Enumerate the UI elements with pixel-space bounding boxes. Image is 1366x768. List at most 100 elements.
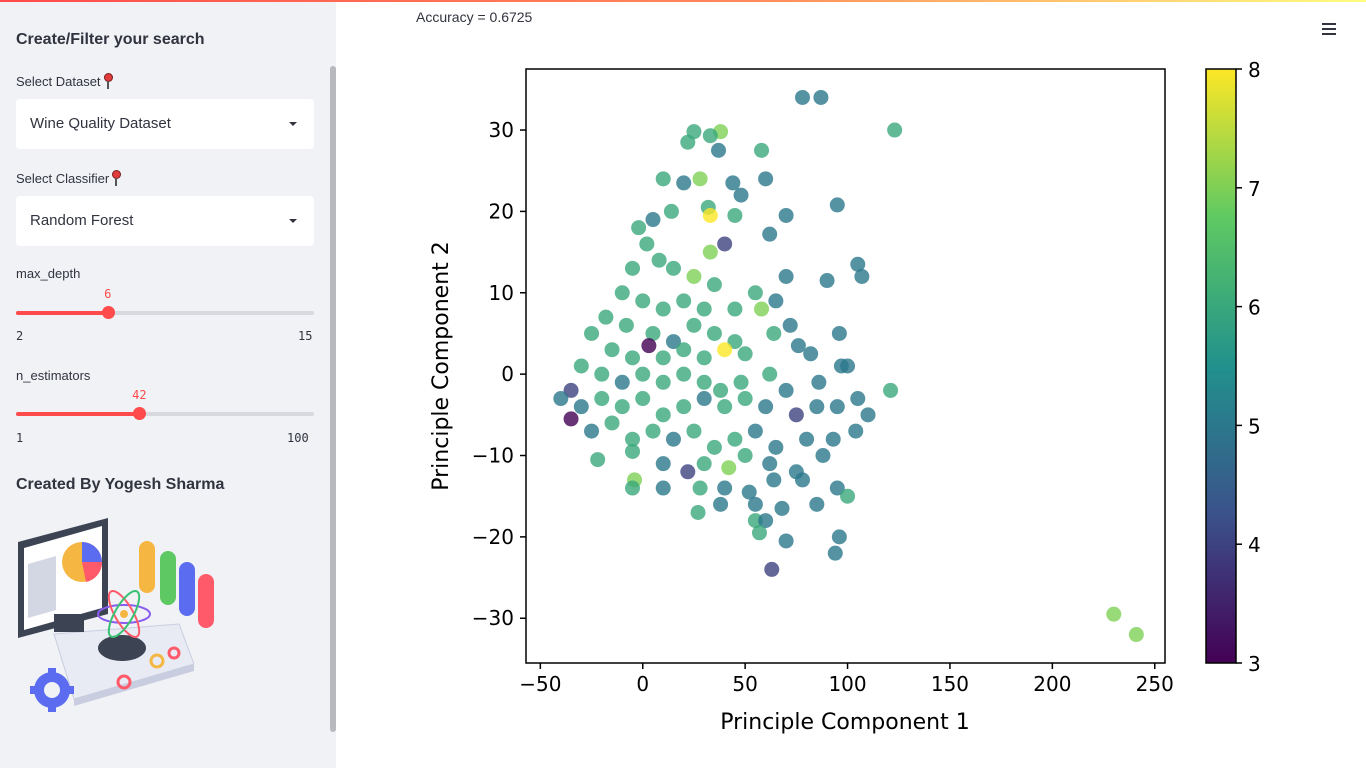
scatter-point [573,399,589,415]
scatter-point [665,260,681,276]
max-depth-slider[interactable]: 6 [16,287,314,319]
slider-thumb[interactable] [101,306,115,319]
scatter-point [625,480,640,496]
scatter-point [840,358,856,374]
scatter-point [655,456,671,472]
scatter-point [778,382,794,398]
y-axis-label: Principle Component 2 [429,241,454,491]
scatter-point [702,207,718,223]
y-tick-label: −10 [472,444,514,468]
scatter-point [645,325,661,341]
scatter-point [690,504,706,520]
colorbar-tick-label: 8 [1248,58,1261,82]
data-science-illustration [18,518,214,712]
max-depth-label: max_depth [16,266,81,281]
colorbar-tick-label: 4 [1248,533,1261,557]
scatter-point [762,366,778,382]
scatter-point [676,293,692,309]
scatter-point [676,342,692,358]
colorbar-ticks: 3 4 5 6 7 8 [1236,58,1261,676]
n-estimators-slider[interactable]: 42 [16,388,314,420]
scatter-point [754,301,770,317]
scatter-point [686,317,702,333]
scatter-point [594,366,610,382]
scatter-point [737,346,753,362]
scatter-point [713,496,729,512]
caret-down-icon [289,122,297,126]
scatter-point [604,415,620,431]
scatter-point [813,89,829,105]
scatter-point [553,391,569,407]
colorbar-tick-label: 7 [1248,177,1261,201]
scatter-point [799,431,815,447]
scatter-point [651,252,667,268]
scatter-point [641,338,657,354]
caret-down-icon [289,219,297,223]
plot-frame [525,68,1166,664]
sidebar-scrollbar[interactable] [330,66,336,732]
scatter-point [635,366,651,382]
colorbar-tick-label: 6 [1248,296,1261,320]
slider-fill [16,412,140,416]
scatter-point [717,342,733,358]
scatter-point [639,236,655,252]
x-tick-label: 200 [1033,672,1071,696]
scatter-points [553,89,1144,643]
scatter-point [665,334,681,350]
scatter-point [725,175,741,191]
y-tick-label: −30 [472,606,514,630]
colorbar-tick-label: 5 [1248,414,1261,438]
scatter-point [655,407,671,423]
classifier-label: Select Classifier [16,170,122,186]
y-tick-label: 0 [501,362,514,386]
classifier-select[interactable]: Random Forest [16,196,314,246]
scatter-point [768,439,784,455]
scatter-point [686,124,702,140]
colorbar [1205,68,1237,664]
pushpin-icon [103,73,113,89]
scatter-point [794,89,810,105]
scatter-point [741,484,757,500]
scatter-point [733,374,749,390]
scatter-point [676,366,692,382]
dataset-select-value: Wine Quality Dataset [30,115,171,132]
scatter-point [706,325,722,341]
scatter-point [829,197,845,213]
scatter-point [631,220,647,236]
slider-value: 6 [104,287,112,301]
scatter-point [727,207,743,223]
scatter-point [702,244,718,260]
slider-min-label: 2 [16,329,24,343]
scatter-point [614,285,630,301]
scatter-point [573,358,589,374]
scatter-point [696,301,712,317]
scatter-point [850,391,866,407]
dataset-select[interactable]: Wine Quality Dataset [16,99,314,149]
scatter-point [635,293,651,309]
scatter-point [663,203,679,219]
scatter-point [655,374,671,390]
slider-thumb[interactable] [133,407,147,420]
x-tick-label: 150 [931,672,969,696]
scatter-point [758,399,774,415]
scatter-point [706,277,722,293]
scatter-point [778,268,794,284]
scatter-point [717,399,733,415]
scatter-point [598,309,614,325]
scatter-point [778,533,794,549]
scatter-point [782,317,798,333]
scatter-point [727,334,743,350]
scatter-point [625,443,640,459]
dataset-label: Select Dataset [16,73,113,89]
scatter-point [604,342,620,358]
scatter-point [686,268,702,284]
scatter-point [815,448,831,464]
scatter-point [751,525,767,541]
hamburger-menu-icon[interactable] [1322,21,1338,35]
scatter-point [717,236,733,252]
scatter-point [692,171,708,187]
pushpin-icon [111,170,122,186]
scatter-point [790,338,806,354]
scatter-point [717,480,733,496]
scatter-point [827,545,843,561]
